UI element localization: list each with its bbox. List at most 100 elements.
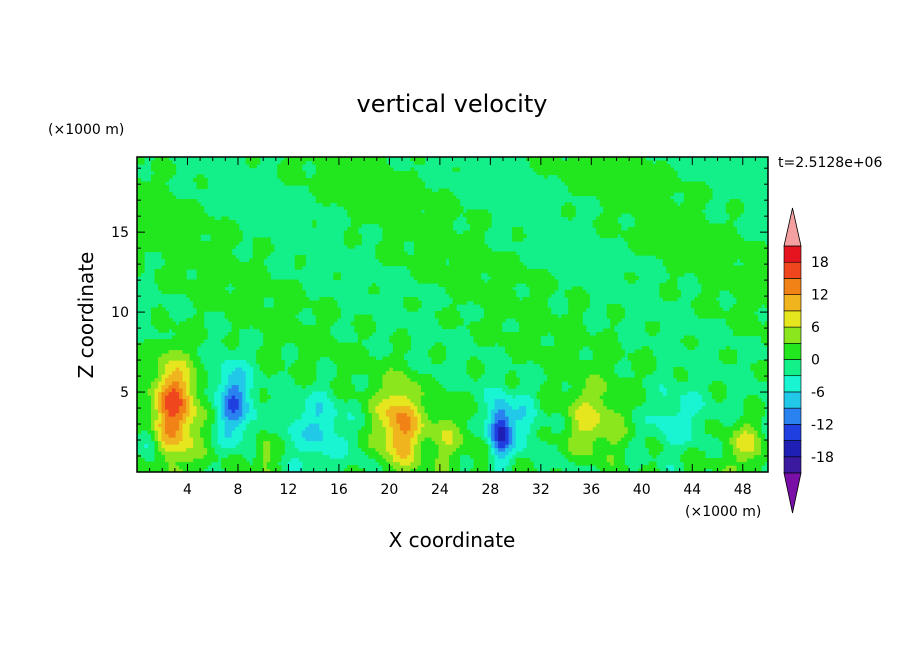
contour-cell (420, 391, 426, 396)
contour-cell (151, 360, 156, 365)
contour-cell (690, 335, 695, 340)
contour-cell (413, 409, 419, 414)
contour-cell (294, 444, 299, 449)
contour-cell (505, 374, 510, 379)
contour-cell (487, 318, 492, 323)
contour-cell (596, 353, 601, 358)
contour-cell (533, 339, 538, 344)
contour-cell (361, 447, 366, 452)
contour-cell (757, 426, 762, 431)
contour-cell (592, 381, 597, 386)
contour-cell (242, 377, 247, 382)
contour-cell (690, 346, 695, 351)
contour-cell (491, 444, 496, 449)
contour-cell (392, 346, 398, 351)
contour-cell (690, 412, 695, 417)
contour-cell (273, 433, 278, 438)
contour-cell (137, 384, 142, 389)
contour-cell (610, 318, 615, 323)
contour-cell (319, 339, 324, 344)
contour-cell (403, 409, 408, 414)
contour-cell (743, 416, 748, 421)
contour-cell (200, 458, 205, 463)
contour-cell (305, 335, 310, 340)
contour-cell (427, 391, 433, 396)
contour-cell (168, 419, 173, 424)
contour-cell (620, 440, 625, 445)
contour-cell (480, 440, 485, 445)
contour-cell (441, 314, 447, 319)
contour-cell (463, 430, 468, 435)
contour-cell (606, 363, 611, 368)
contour-cell (536, 349, 541, 354)
contour-cell (357, 370, 362, 375)
contour-cell (165, 360, 170, 365)
contour-cell (543, 321, 548, 326)
contour-cell (368, 388, 373, 393)
contour-cell (228, 311, 233, 316)
contour-cell (568, 416, 573, 421)
contour-cell (385, 360, 390, 365)
contour-cell (231, 458, 236, 463)
contour-cell (561, 332, 566, 337)
contour-cell (578, 430, 583, 435)
contour-cell (277, 349, 282, 354)
contour-cell (266, 461, 271, 466)
contour-cell (725, 465, 731, 470)
contour-cell (319, 409, 324, 414)
contour-cell (529, 461, 534, 466)
contour-cell (512, 377, 517, 382)
contour-cell (179, 321, 184, 326)
contour-cell (396, 349, 401, 354)
contour-cell (165, 405, 170, 410)
contour-cell (322, 416, 327, 421)
contour-cell (147, 367, 152, 372)
contour-cell (743, 451, 748, 456)
contour-cell (392, 398, 398, 403)
contour-cell (547, 377, 552, 382)
contour-cell (680, 437, 685, 442)
contour-cell (179, 384, 184, 389)
contour-cell (599, 444, 604, 449)
contour-cell (382, 444, 387, 449)
contour-cell (228, 468, 233, 472)
contour-cell (161, 328, 166, 333)
contour-cell (326, 451, 331, 456)
contour-cell (315, 332, 320, 337)
contour-cell (757, 370, 762, 375)
contour-cell (764, 325, 768, 330)
contour-cell (413, 402, 419, 407)
contour-cell (175, 461, 180, 466)
contour-cell (627, 402, 632, 407)
contour-cell (410, 447, 415, 452)
contour-cell (277, 332, 282, 337)
contour-cell (610, 367, 615, 372)
contour-cell (757, 328, 762, 333)
contour-cell (448, 325, 454, 330)
contour-cell (599, 416, 604, 421)
contour-cell (431, 458, 436, 463)
contour-cell (519, 402, 524, 407)
contour-cell (235, 360, 240, 365)
contour-cell (487, 391, 492, 396)
contour-cell (617, 430, 622, 435)
contour-cell (575, 339, 580, 344)
contour-cell (140, 377, 145, 382)
contour-cell (382, 405, 387, 410)
contour-cell (305, 398, 310, 403)
contour-cell (470, 370, 475, 375)
contour-cell (610, 468, 615, 472)
contour-cell (375, 416, 380, 421)
contour-cell (512, 346, 517, 351)
contour-cell (757, 423, 762, 428)
contour-cell (463, 419, 468, 424)
contour-cell (137, 370, 142, 375)
contour-cell (371, 416, 376, 421)
contour-cell (221, 395, 226, 400)
contour-cell (568, 395, 573, 400)
contour-cell (196, 339, 201, 344)
contour-cell (519, 346, 524, 351)
contour-cell (515, 349, 520, 354)
contour-cell (491, 419, 496, 424)
contour-cell (494, 321, 499, 326)
